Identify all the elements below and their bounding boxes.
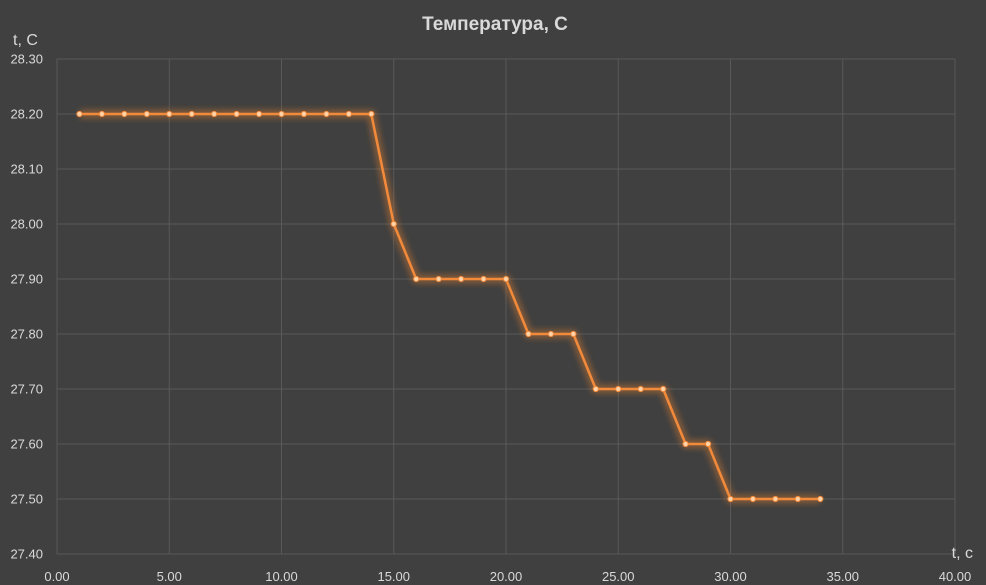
data-point: [300, 110, 308, 118]
x-tick-label: 30.00: [714, 569, 747, 584]
data-point: [458, 275, 465, 283]
y-axis-title: t, C: [13, 32, 38, 49]
grid-lines: [56, 58, 956, 555]
data-point: [637, 385, 644, 393]
data-point: [413, 275, 420, 283]
x-tick-label: 20.00: [490, 569, 523, 584]
data-point: [502, 275, 510, 283]
data-point: [615, 385, 622, 393]
y-tick-label: 27.70: [10, 382, 43, 397]
data-point: [570, 330, 577, 338]
y-tick-label: 27.90: [10, 272, 43, 287]
y-tick-label: 27.50: [10, 492, 43, 507]
y-tick-label: 28.00: [10, 217, 43, 232]
data-point: [817, 495, 824, 503]
data-point: [121, 110, 128, 118]
x-tick-label: 25.00: [602, 569, 635, 584]
chart-title: Температура, С: [422, 14, 568, 35]
data-point: [435, 275, 442, 283]
y-tick-label: 27.40: [10, 547, 43, 562]
data-point: [749, 495, 757, 503]
data-point: [188, 110, 195, 118]
y-tick-label: 27.60: [10, 437, 43, 452]
series-temperature: [76, 109, 824, 504]
x-tick-label: 40.00: [939, 569, 972, 584]
data-point: [794, 495, 801, 503]
y-tick-label: 27.80: [10, 327, 43, 342]
y-tick-label: 28.20: [10, 107, 43, 122]
y-tick-label: 28.30: [10, 52, 43, 67]
x-tick-label: 15.00: [377, 569, 410, 584]
data-point: [480, 275, 487, 283]
x-axis-title: t, c: [952, 545, 973, 562]
data-point: [368, 110, 375, 118]
data-point: [547, 330, 555, 338]
data-point: [390, 220, 397, 228]
data-point: [525, 330, 532, 338]
data-point: [278, 110, 285, 118]
data-point: [143, 110, 150, 118]
x-tick-label: 5.00: [157, 569, 182, 584]
data-point: [704, 440, 712, 448]
data-point: [660, 385, 667, 393]
tick-labels: 0.00 5.00 10.00 15.00 20.00 25.00 30.00 35.00 40…: [10, 52, 971, 585]
data-point: [772, 495, 779, 503]
x-tick-label: 35.00: [826, 569, 859, 584]
x-tick-label: 10.00: [265, 569, 298, 584]
series-line: [79, 112, 821, 501]
data-point: [592, 385, 599, 393]
y-tick-label: 28.10: [10, 162, 43, 177]
data-point: [345, 110, 352, 118]
data-point: [323, 110, 330, 118]
data-point: [682, 440, 689, 448]
x-tick-label: 0.00: [44, 569, 69, 584]
data-point: [233, 110, 240, 118]
data-point: [98, 110, 106, 118]
data-point: [255, 110, 263, 118]
data-point: [76, 110, 83, 118]
data-point: [727, 495, 734, 503]
data-point: [166, 110, 173, 118]
data-point: [211, 110, 218, 118]
